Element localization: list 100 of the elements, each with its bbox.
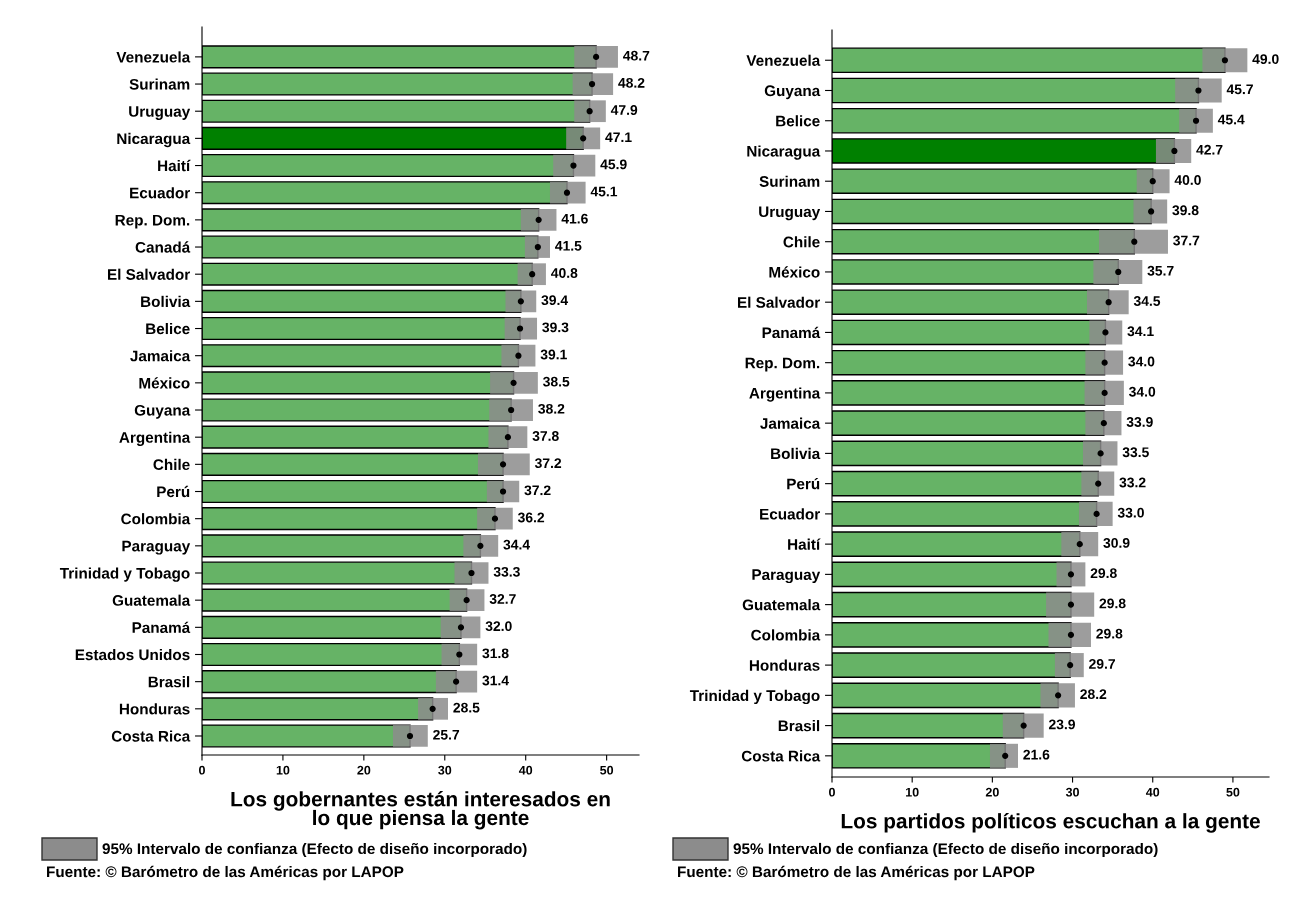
y-tick-label: Estados Unidos [75,648,190,661]
data-label: 48.2 [618,77,645,88]
data-label: 45.9 [600,159,627,170]
y-tick-label: Paraguay [122,540,191,555]
y-tick-label: Guyana [134,404,191,419]
data-label: 34.4 [503,539,530,550]
x-tick-label: 40 [1145,787,1160,797]
x-axis-title: Los gobernantes están interesados en lo que piensa la gente [231,790,610,830]
y-tick-label: Panamá [762,326,821,339]
y-tick-label: Honduras [119,703,190,715]
data-label: 38.2 [538,403,565,414]
y-tick-label: Costa Rica [741,750,821,762]
y-tick-label: Rep. Dom. [745,357,820,372]
data-label: 29.8 [1096,628,1123,639]
x-axis-title: Los partidos políticos escuchan a la gente [841,812,1260,833]
y-tick-label: Venezuela [116,51,191,63]
y-tick-label: Belice [146,322,190,335]
data-label: 48.7 [623,50,650,61]
y-tick-label: Costa Rica [111,730,191,742]
data-label: 23.9 [1048,719,1076,730]
data-label: 37.8 [532,431,559,441]
data-label: 36.2 [517,512,545,523]
y-tick-label: Surinam [759,175,820,187]
data-label: 34.1 [1127,326,1154,337]
y-tick-label: México [769,266,820,278]
data-label: 47.9 [610,105,638,115]
y-tick-label: Panamá [132,621,191,634]
data-label: 41.6 [561,213,588,224]
data-label: 29.7 [1089,658,1116,669]
data-label: 39.8 [1172,205,1199,216]
y-tick-label: Ecuador [760,508,820,520]
y-tick-label: Guyana [764,85,821,100]
y-tick-label: Belice [776,115,820,127]
data-label: 31.4 [482,675,509,686]
data-label: 35.7 [1147,265,1174,276]
data-label: 33.5 [1122,447,1149,458]
data-label: 30.9 [1103,538,1130,548]
source-note: Fuente: © Barómetro de las Américas por LAPOP [678,865,1035,881]
data-label: 39.3 [542,322,569,333]
y-tick-label: Jamaica [130,350,191,362]
y-tick-label: Colombia [751,629,821,641]
y-tick-label: Brasil [778,720,820,732]
data-label: 33.3 [493,566,520,577]
x-tick-label: 0 [829,787,835,797]
y-tick-label: Guatemala [112,594,191,606]
x-tick-label: 20 [357,765,371,775]
x-tick-label: 30 [1065,787,1079,797]
y-tick-label: Jamaica [760,417,821,429]
y-tick-label: Chile [783,236,820,248]
data-label: 21.6 [1023,749,1050,760]
text: 95% Intervalo de confianza (Efecto de diseño incorporado) [102,842,527,858]
data-label: 34.0 [1129,386,1156,397]
data-label: 34.0 [1128,356,1155,367]
x-tick-label: 30 [438,765,452,775]
y-tick-label: Perú [157,485,190,498]
data-label: 40.8 [551,268,578,278]
data-label: 32.7 [489,594,516,604]
y-tick-label: Trinidad y Tobago [689,689,820,705]
data-label: 33.0 [1117,507,1144,518]
y-tick-label: Chile [153,458,190,471]
y-tick-label: Perú [787,477,820,490]
y-tick-label: Uruguay [759,206,821,221]
data-label: 45.4 [1217,114,1245,125]
data-label: 45.1 [590,186,618,197]
x-tick-label: 20 [985,787,999,797]
y-tick-label: Uruguay [129,106,191,120]
data-label: 33.9 [1126,417,1153,427]
y-tick-label: Brasil [148,676,190,688]
x-tick-label: 0 [199,765,205,775]
data-label: 47.1 [605,132,632,142]
data-label: 31.8 [482,648,509,659]
data-label: 37.2 [534,458,562,469]
y-tick-label: Bolivia [141,295,191,308]
y-tick-label: Haití [158,159,191,172]
text: 95% Intervalo de confianza (Efecto de diseño incorporado) [733,842,1158,858]
x-tick-label: 50 [600,765,614,775]
y-tick-label: Bolivia [771,447,821,460]
y-tick-label: México [139,377,190,389]
data-label: 39.1 [540,349,567,360]
data-label: 39.4 [541,295,569,306]
y-tick-label: Surinam [129,78,190,90]
y-tick-label: Honduras [749,659,820,671]
y-tick-label: Ecuador [130,187,190,199]
data-label: 38.5 [543,376,570,387]
y-tick-label: Guatemala [742,599,821,611]
y-tick-label: Trinidad y Tobago [59,567,190,582]
x-tick-label: 50 [1226,787,1240,797]
y-tick-label: Nicaragua [747,145,821,160]
data-label: 40.0 [1174,175,1201,185]
data-label: 34.5 [1133,296,1161,306]
data-label: 29.8 [1090,568,1117,579]
y-tick-label: Haití [788,538,821,550]
data-label: 37.7 [1173,235,1200,246]
y-tick-label: Argentina [749,387,821,402]
data-label: 42.7 [1196,144,1223,155]
source-note: Fuente: © Barómetro de las Américas por LAPOP [47,865,404,881]
x-tick-label: 10 [906,787,919,797]
data-label: 37.2 [524,485,551,496]
data-label: 25.7 [433,729,460,740]
data-label: 41.5 [555,241,582,251]
